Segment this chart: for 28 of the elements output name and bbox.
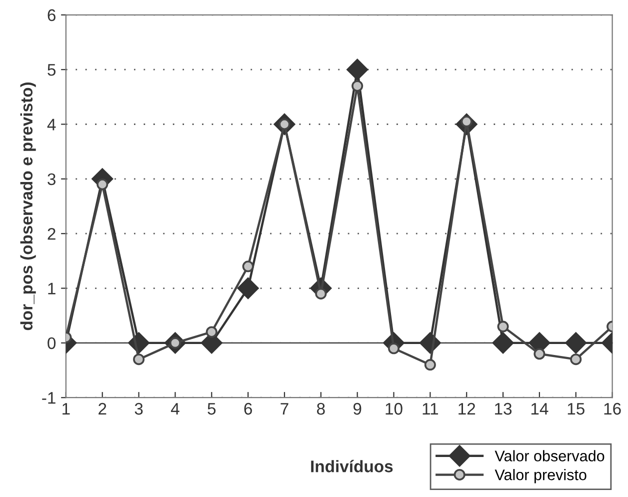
x-tick-label: 5 xyxy=(208,403,216,415)
x-tick-label: 11 xyxy=(422,403,438,415)
y-tick-label: 4 xyxy=(47,118,56,130)
x-tick-label: 1 xyxy=(62,403,70,415)
y-tick-label: 5 xyxy=(48,64,56,76)
y-axis-title: dor_pos (observado e previsto) xyxy=(20,82,36,330)
y-tick-label: 0 xyxy=(48,337,56,350)
x-tick-label: 12 xyxy=(458,402,476,415)
y-tick-label: 2 xyxy=(48,228,56,240)
y-tick-label: 6 xyxy=(48,9,56,22)
x-tick-label: 10 xyxy=(386,402,402,415)
x-tick-label: 14 xyxy=(531,403,548,415)
x-tick-label: 3 xyxy=(134,402,143,415)
y-tick-label: -1 xyxy=(42,392,56,404)
x-tick-label: 13 xyxy=(495,402,512,415)
x-tick-label: 4 xyxy=(170,403,180,415)
x-tick-label: 9 xyxy=(353,402,362,415)
x-tick-label: 16 xyxy=(604,402,621,415)
legend-label: Valor observado xyxy=(494,450,604,462)
x-tick-label: 2 xyxy=(98,402,106,415)
y-tick-label: 1 xyxy=(48,282,56,294)
y-tick-label: 3 xyxy=(48,173,56,186)
x-tick-label: 8 xyxy=(317,402,325,415)
x-axis-title: Indivíduos xyxy=(311,460,393,472)
legend-label: Valor previsto xyxy=(494,469,586,484)
x-tick-label: 7 xyxy=(280,403,288,415)
x-tick-label: 15 xyxy=(568,403,584,415)
x-tick-label: 6 xyxy=(244,402,252,415)
